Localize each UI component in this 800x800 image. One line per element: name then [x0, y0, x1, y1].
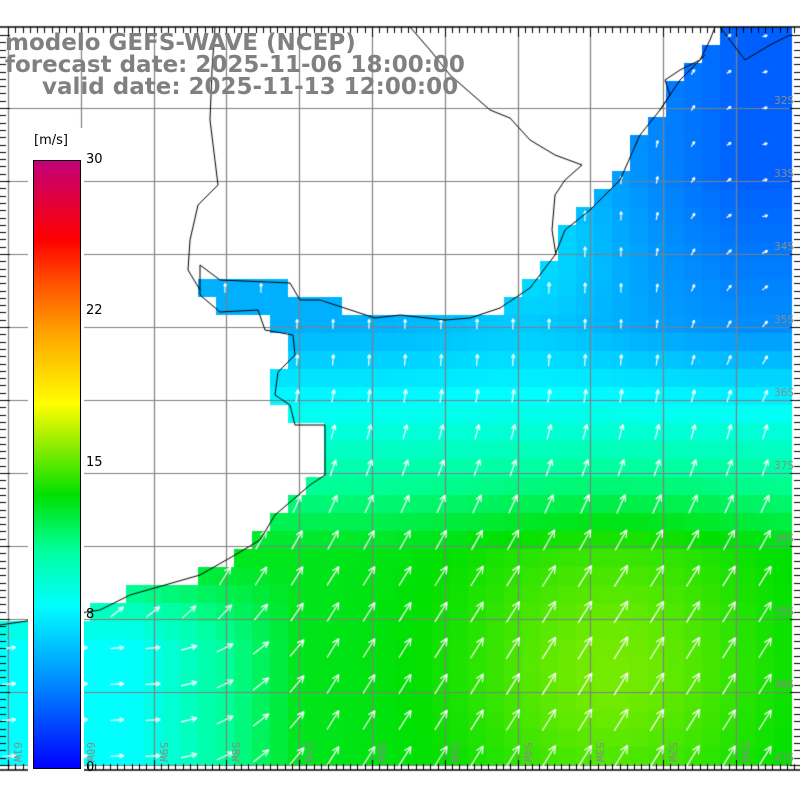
latitude-label: 40S — [774, 678, 794, 691]
latitude-label: 36S — [774, 386, 794, 399]
latitude-label: 35S — [774, 313, 794, 326]
colorbar-units: [m/s] — [34, 133, 68, 148]
longitude-label: 58W — [229, 742, 243, 762]
colorbar-label: 30 — [86, 152, 103, 167]
latitude-label: 37S — [774, 459, 794, 472]
latitude-label: 41S — [774, 751, 794, 764]
colorbar-label: 22 — [86, 303, 103, 318]
longitude-label: 51W — [739, 742, 752, 762]
longitude-label: 53W — [593, 742, 607, 762]
latitude-label: 33S — [774, 167, 794, 180]
longitude-label: 59W — [156, 742, 170, 762]
colorbar-label: 15 — [86, 455, 103, 470]
title-forecast-date: forecast date: 2025-11-06 18:00:00 — [5, 52, 465, 78]
longitude-label: 61W — [11, 742, 24, 762]
longitude-label: 54W — [520, 742, 534, 762]
latitude-label: 32S — [774, 94, 794, 107]
colorbar — [33, 160, 81, 769]
latitude-label: 39S — [774, 605, 794, 618]
colorbar-label: 8 — [86, 607, 95, 622]
longitude-label: 56W — [375, 742, 388, 762]
title-model: modelo GEFS-WAVE (NCEP) — [5, 30, 356, 56]
longitude-label: 52W — [666, 742, 680, 762]
latitude-label: 34S — [774, 240, 794, 253]
longitude-label: 55W — [447, 742, 461, 762]
latitude-label: 38S — [774, 532, 794, 545]
longitude-label: 60W — [83, 742, 97, 762]
title-valid-date: valid date: 2025-11-13 12:00:00 — [42, 74, 459, 100]
colorbar-label: 0 — [86, 760, 95, 775]
longitude-label: 57W — [302, 742, 316, 762]
